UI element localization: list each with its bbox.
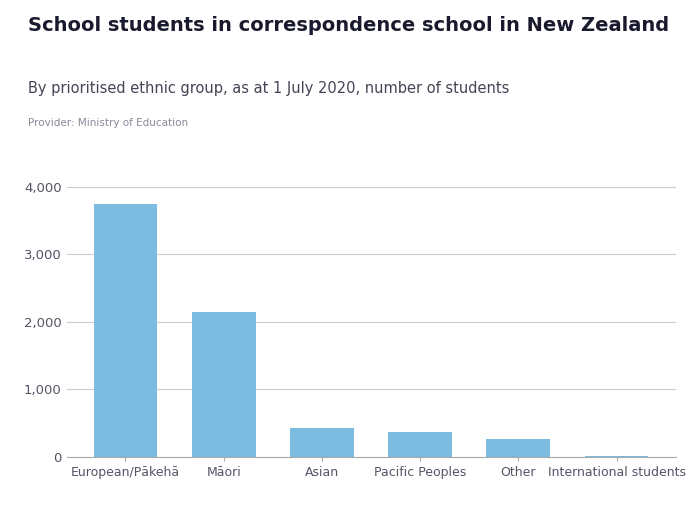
Bar [389, 432, 452, 457]
Bar [192, 312, 256, 457]
Text: figure.nz: figure.nz [574, 23, 662, 40]
Bar [94, 204, 158, 457]
Text: By prioritised ethnic group, as at 1 July 2020, number of students: By prioritised ethnic group, as at 1 Jul… [28, 81, 510, 97]
Bar [486, 438, 550, 457]
Text: Provider: Ministry of Education: Provider: Ministry of Education [28, 118, 188, 128]
Text: School students in correspondence school in New Zealand: School students in correspondence school… [28, 16, 669, 35]
Bar [290, 428, 354, 457]
